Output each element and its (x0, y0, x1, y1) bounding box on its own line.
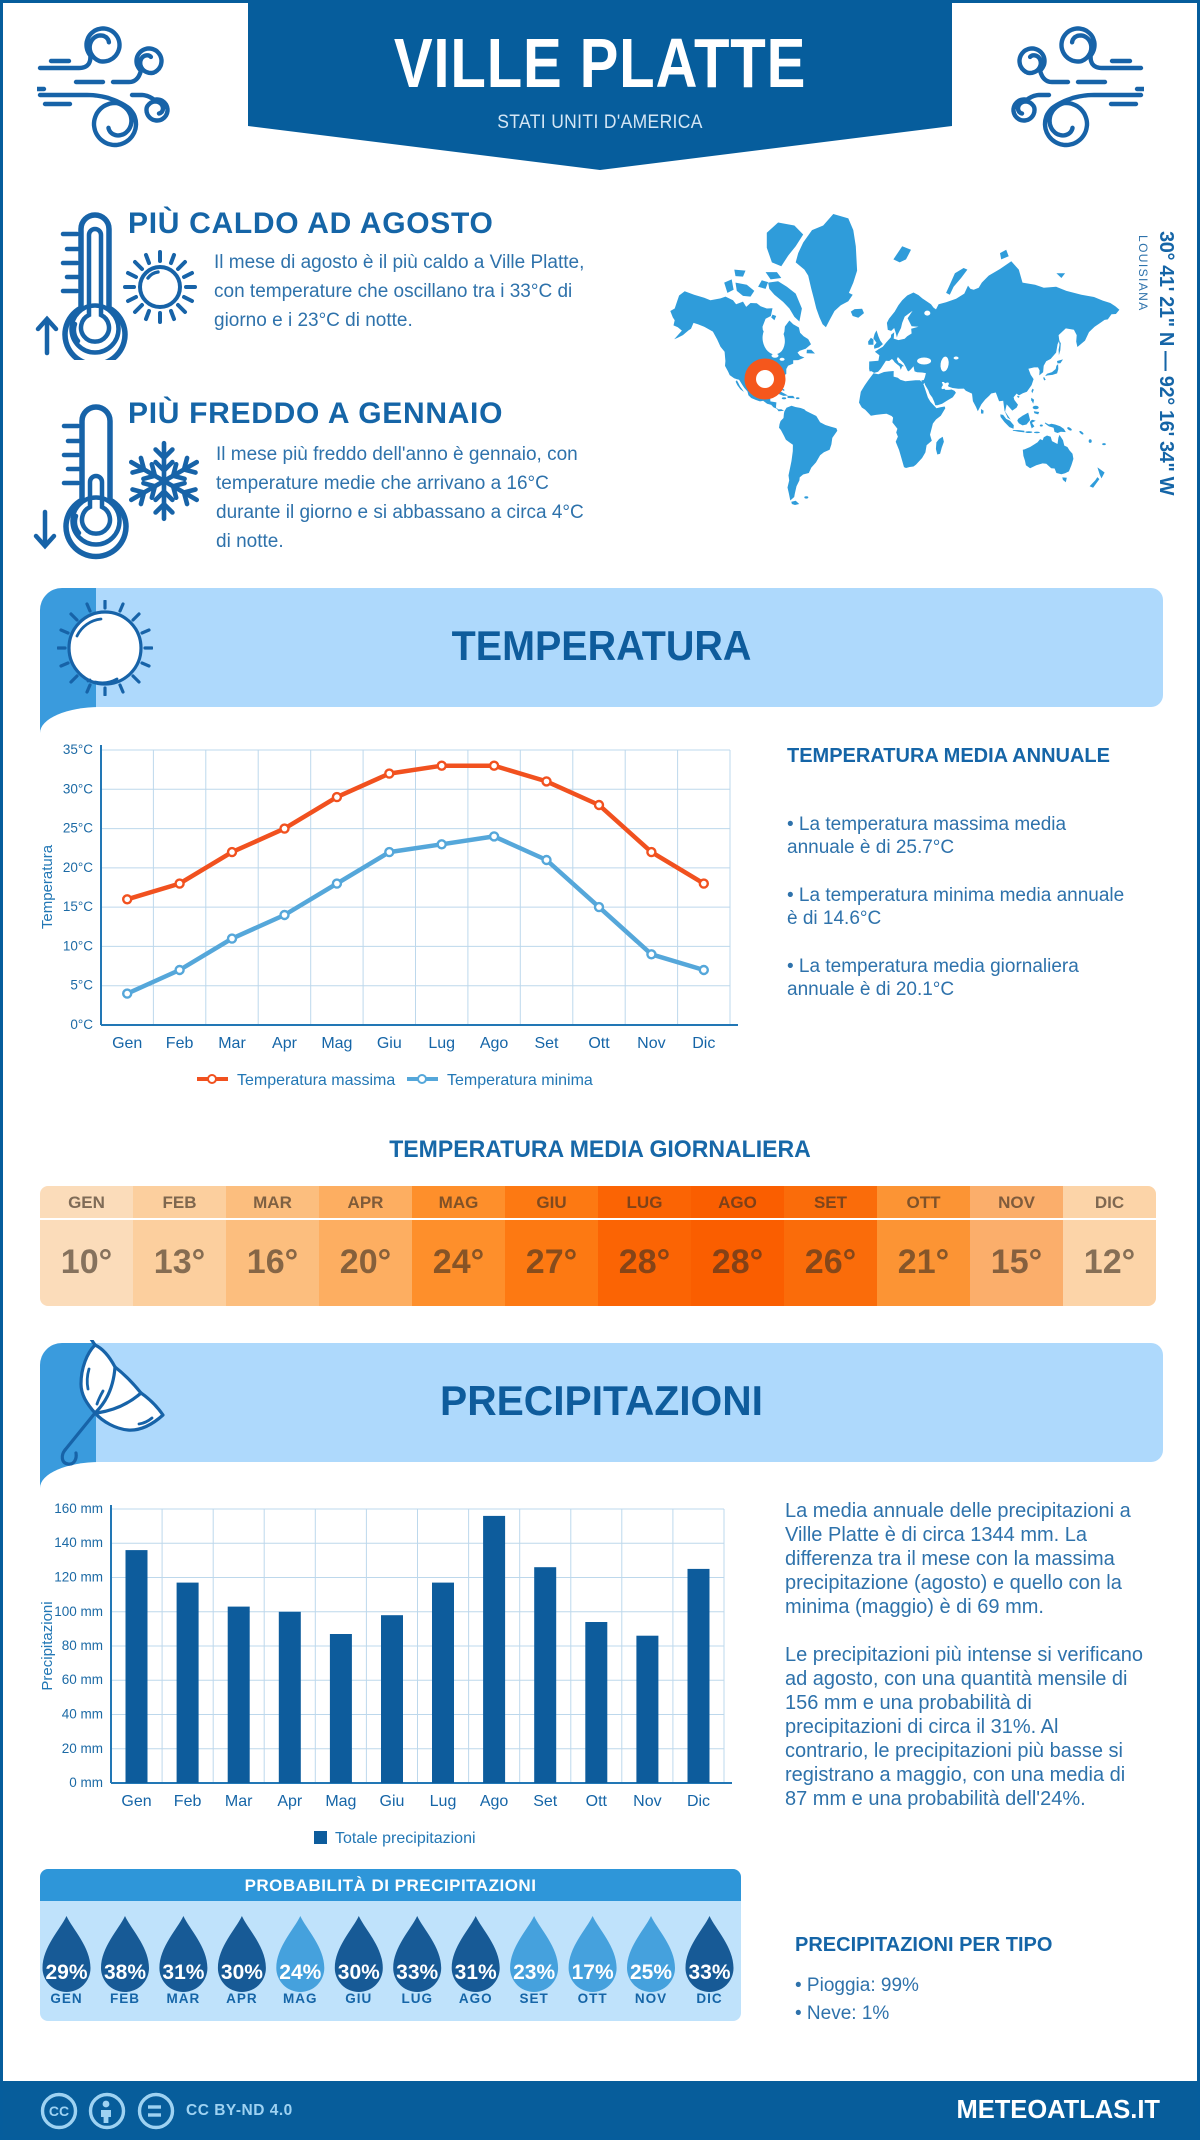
svg-text:Ago: Ago (480, 1035, 509, 1052)
svg-text:Gen: Gen (112, 1035, 142, 1052)
svg-text:30°C: 30°C (63, 781, 93, 796)
svg-text:Feb: Feb (166, 1035, 194, 1052)
svg-text:MAG: MAG (283, 1991, 318, 2006)
svg-text:17%: 17% (572, 1961, 614, 1984)
svg-text:Mag: Mag (325, 1793, 356, 1810)
svg-text:35°C: 35°C (63, 742, 93, 757)
svg-text:DIC: DIC (696, 1991, 722, 2006)
svg-text:Ott: Ott (586, 1793, 608, 1810)
svg-text:GIU: GIU (345, 1991, 372, 2006)
svg-text:NOV: NOV (635, 1991, 667, 2006)
svg-text:0 mm: 0 mm (69, 1775, 103, 1790)
svg-text:29%: 29% (45, 1961, 87, 1984)
svg-text:Ott: Ott (588, 1035, 610, 1052)
svg-text:Precipitazioni: Precipitazioni (40, 1601, 56, 1690)
svg-text:Lug: Lug (428, 1035, 455, 1052)
svg-text:Ago: Ago (480, 1793, 509, 1810)
svg-text:23%: 23% (513, 1961, 555, 1984)
svg-text:10°C: 10°C (63, 938, 93, 953)
svg-text:GEN: GEN (50, 1991, 82, 2006)
svg-text:Set: Set (534, 1035, 559, 1052)
svg-text:Mar: Mar (225, 1793, 253, 1810)
svg-text:140 mm: 140 mm (54, 1535, 103, 1550)
svg-text:33%: 33% (396, 1961, 438, 1984)
svg-text:Nov: Nov (637, 1035, 665, 1052)
svg-text:Temperatura: Temperatura (40, 844, 56, 929)
svg-text:Gen: Gen (121, 1793, 151, 1810)
svg-text:CC: CC (49, 2103, 69, 2119)
svg-text:Nov: Nov (633, 1793, 661, 1810)
svg-text:20 mm: 20 mm (62, 1741, 103, 1756)
svg-text:Apr: Apr (272, 1035, 298, 1052)
svg-text:Mag: Mag (321, 1035, 352, 1052)
svg-text:60 mm: 60 mm (62, 1672, 103, 1687)
svg-text:80 mm: 80 mm (62, 1638, 103, 1653)
svg-text:SET: SET (519, 1991, 548, 2006)
svg-text:20°C: 20°C (63, 860, 93, 875)
svg-text:Temperatura minima: Temperatura minima (447, 1072, 593, 1089)
svg-text:Temperatura massima: Temperatura massima (237, 1072, 395, 1089)
svg-text:0°C: 0°C (70, 1017, 93, 1032)
svg-text:FEB: FEB (110, 1991, 140, 2006)
svg-text:APR: APR (226, 1991, 258, 2006)
svg-text:Dic: Dic (692, 1035, 715, 1052)
svg-text:Feb: Feb (174, 1793, 202, 1810)
svg-text:40 mm: 40 mm (62, 1707, 103, 1722)
svg-text:33%: 33% (688, 1961, 730, 1984)
svg-text:Lug: Lug (430, 1793, 457, 1810)
svg-text:Giu: Giu (380, 1793, 405, 1810)
svg-text:25°C: 25°C (63, 821, 93, 836)
svg-text:Apr: Apr (277, 1793, 303, 1810)
svg-text:38%: 38% (104, 1961, 146, 1984)
svg-text:120 mm: 120 mm (54, 1570, 103, 1585)
svg-text:LUG: LUG (401, 1991, 433, 2006)
svg-text:160 mm: 160 mm (54, 1501, 103, 1516)
svg-text:Dic: Dic (687, 1793, 710, 1810)
svg-text:AGO: AGO (459, 1991, 493, 2006)
svg-text:30%: 30% (338, 1961, 380, 1984)
svg-text:Set: Set (533, 1793, 558, 1810)
svg-text:31%: 31% (162, 1961, 204, 1984)
svg-text:100 mm: 100 mm (54, 1604, 103, 1619)
svg-text:Totale precipitazioni: Totale precipitazioni (335, 1830, 476, 1847)
svg-text:OTT: OTT (578, 1991, 608, 2006)
svg-text:31%: 31% (455, 1961, 497, 1984)
svg-text:MAR: MAR (167, 1991, 201, 2006)
svg-text:5°C: 5°C (70, 978, 93, 993)
svg-text:Giu: Giu (377, 1035, 402, 1052)
svg-text:15°C: 15°C (63, 899, 93, 914)
svg-text:24%: 24% (279, 1961, 321, 1984)
svg-text:25%: 25% (630, 1961, 672, 1984)
svg-text:30%: 30% (221, 1961, 263, 1984)
svg-text:Mar: Mar (218, 1035, 246, 1052)
